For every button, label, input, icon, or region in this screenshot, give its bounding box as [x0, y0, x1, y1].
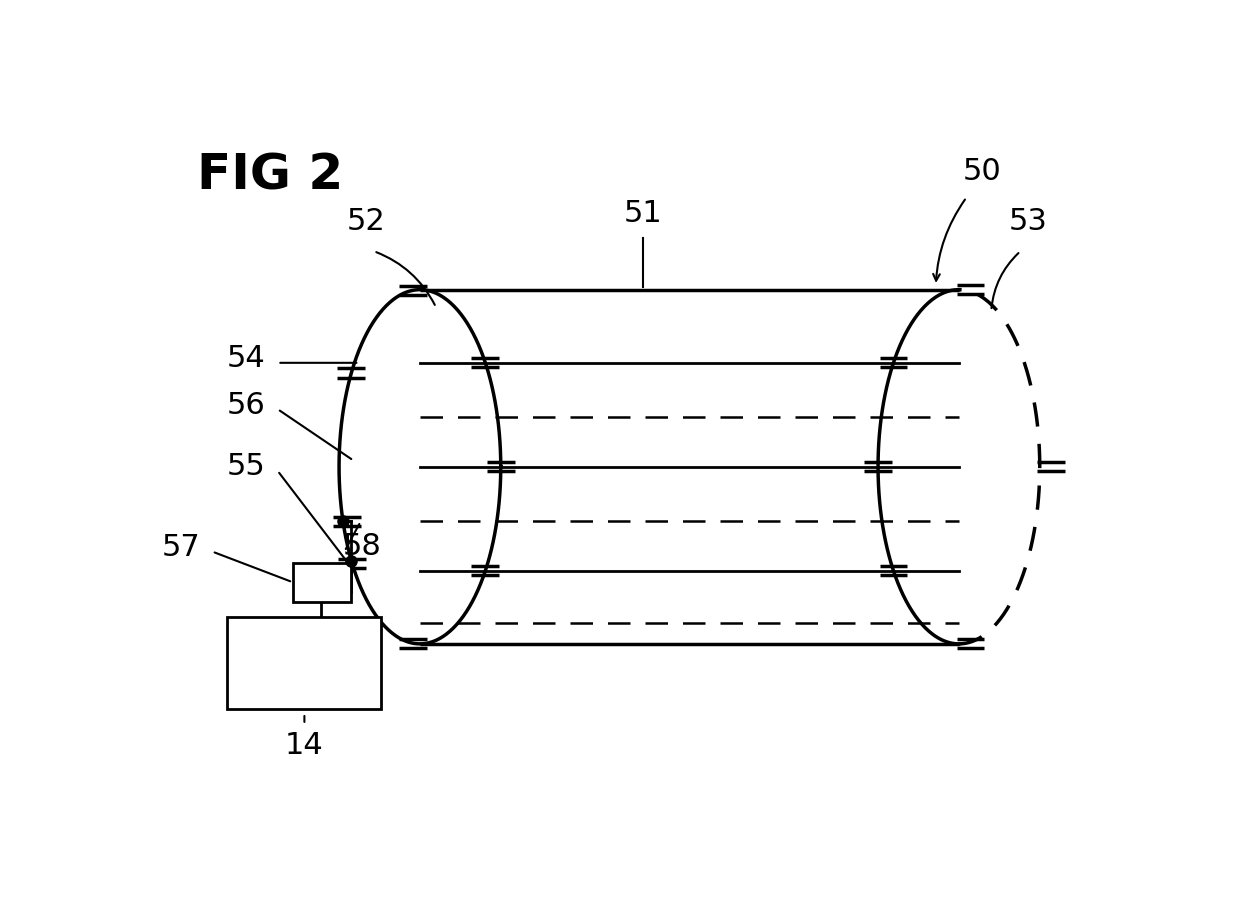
Text: 57: 57 [161, 533, 201, 562]
Text: 50: 50 [962, 157, 1002, 186]
Text: 54: 54 [227, 344, 265, 373]
Text: 55: 55 [227, 452, 265, 481]
Text: 51: 51 [624, 199, 662, 228]
Text: 56: 56 [227, 390, 265, 419]
Text: 14: 14 [285, 731, 324, 760]
Bar [227, 617, 382, 709]
Text: 58: 58 [343, 532, 382, 561]
Text: 52: 52 [347, 207, 386, 236]
Text: 53: 53 [1009, 207, 1048, 236]
Bar [293, 563, 351, 602]
Text: FIG 2: FIG 2 [197, 151, 342, 199]
